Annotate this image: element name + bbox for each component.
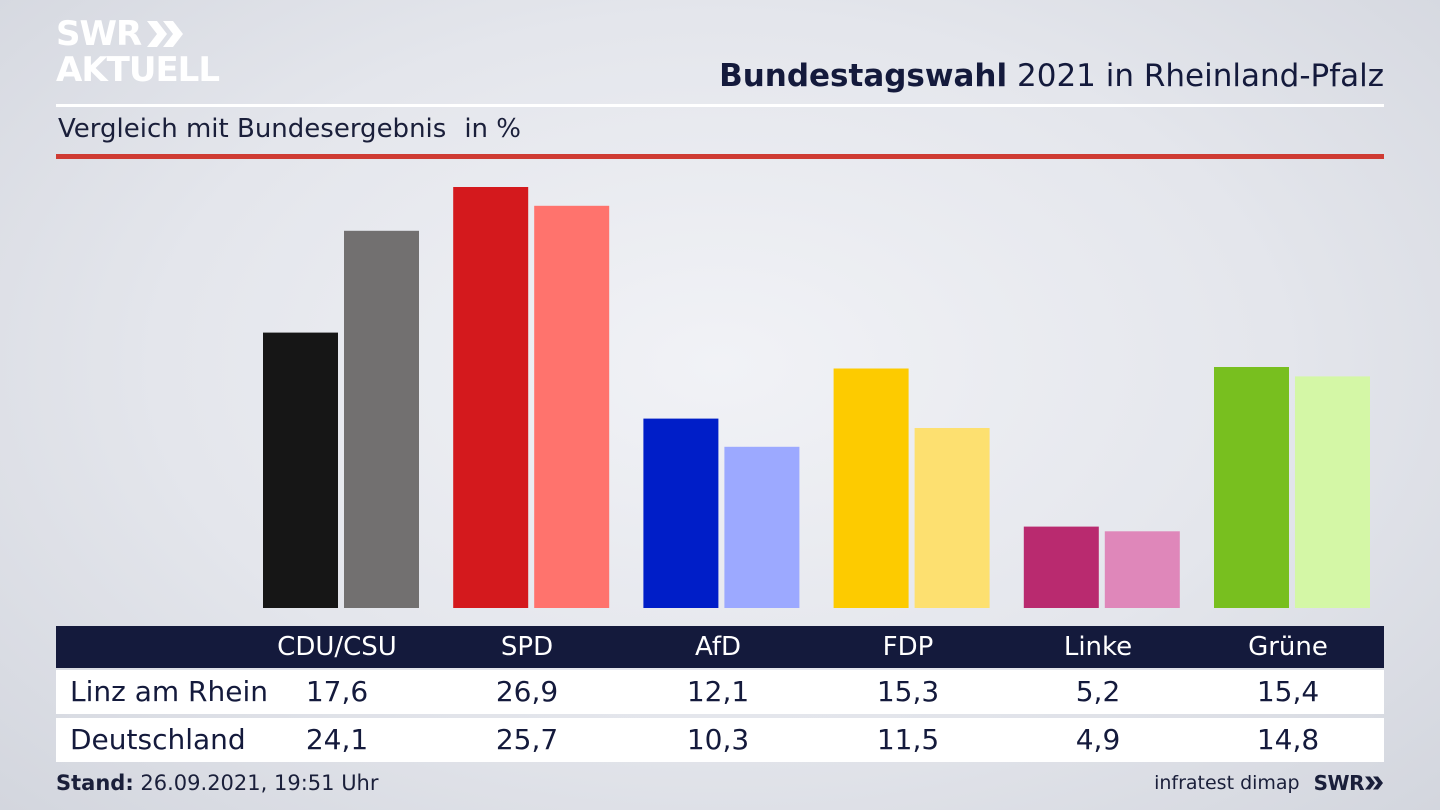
cell-linz-spd: 26,9 [495, 675, 559, 708]
results-table: CDU/CSU SPD AfD FDP Linke Grüne Linz am … [56, 626, 1384, 762]
double-chevron-small-icon [1365, 776, 1383, 790]
bar-spd-deutschland [534, 205, 610, 609]
stand-value: 26.09.2021, 19:51 Uhr [140, 771, 379, 795]
unit-label: in % [464, 114, 521, 144]
header-fdp: FDP [882, 632, 934, 662]
row-label-linz: Linz am Rhein [70, 675, 269, 708]
cell-linz-linke: 5,2 [1075, 675, 1121, 708]
chart-subtitle: Vergleich mit Bundesergebnis in % [58, 114, 521, 144]
bar-cdu-csu-linz [263, 332, 338, 608]
bar-fdp-linz [833, 368, 909, 608]
cell-linz-afd: 12,1 [686, 675, 750, 708]
bar-spd-linz [453, 187, 529, 608]
double-chevron-icon [147, 21, 184, 47]
cell-de-cdu-csu: 24,1 [305, 723, 369, 756]
cell-linz-cdu-csu: 17,6 [305, 675, 369, 708]
bar-gr-ne-linz [1214, 367, 1289, 608]
row-label-deutschland: Deutschland [70, 723, 246, 756]
subtitle-text: Vergleich mit Bundesergebnis [58, 114, 447, 144]
cell-de-linke: 4,9 [1075, 723, 1121, 756]
stand-label: Stand: [56, 771, 134, 795]
bar-linke-linz [1023, 526, 1099, 608]
cell-de-gruene: 14,8 [1256, 723, 1320, 756]
header-linke: Linke [1063, 632, 1133, 662]
header-cdu-csu: CDU/CSU [277, 632, 397, 662]
table-row-deutschland: Deutschland 24,1 25,7 10,3 11,5 4,9 14,8 [56, 718, 1384, 762]
bar-gr-ne-deutschland [1295, 376, 1370, 608]
header-afd: AfD [694, 632, 742, 662]
bar-fdp-deutschland [914, 428, 990, 608]
swr-footer-logo: SWR [1314, 771, 1384, 795]
subtitle-divider [56, 154, 1384, 159]
cell-de-spd: 25,7 [495, 723, 559, 756]
bar-linke-deutschland [1104, 531, 1180, 608]
logo-text-swr: SWR [56, 14, 142, 54]
header-divider [56, 104, 1384, 107]
title-rest: 2021 in Rheinland-Pfalz [1017, 58, 1384, 94]
source-credit: infratest dimap SWR [1154, 771, 1384, 795]
logo-text-aktuell: AKTUELL [56, 50, 220, 90]
header-gruene: Grüne [1248, 632, 1328, 662]
table-row-linz: Linz am Rhein 17,6 26,9 12,1 15,3 5,2 15… [56, 670, 1384, 714]
swr-aktuell-logo: SWR AKTUELL [56, 14, 220, 90]
bar-afd-linz [643, 418, 719, 608]
source-text: infratest dimap [1154, 772, 1300, 794]
cell-linz-gruene: 15,4 [1256, 675, 1320, 708]
page-title: Bundestagswahl 2021 in Rheinland-Pfalz [719, 58, 1384, 94]
cell-linz-fdp: 15,3 [876, 675, 940, 708]
title-bold: Bundestagswahl [719, 58, 1008, 94]
timestamp: Stand: 26.09.2021, 19:51 Uhr [56, 771, 379, 795]
bar-cdu-csu-deutschland [344, 230, 419, 609]
footer-brand-text: SWR [1313, 771, 1365, 795]
table-header: CDU/CSU SPD AfD FDP Linke Grüne [56, 626, 1384, 668]
bar-afd-deutschland [724, 446, 800, 608]
cell-de-afd: 10,3 [686, 723, 750, 756]
cell-de-fdp: 11,5 [876, 723, 940, 756]
header-spd: SPD [500, 632, 554, 662]
